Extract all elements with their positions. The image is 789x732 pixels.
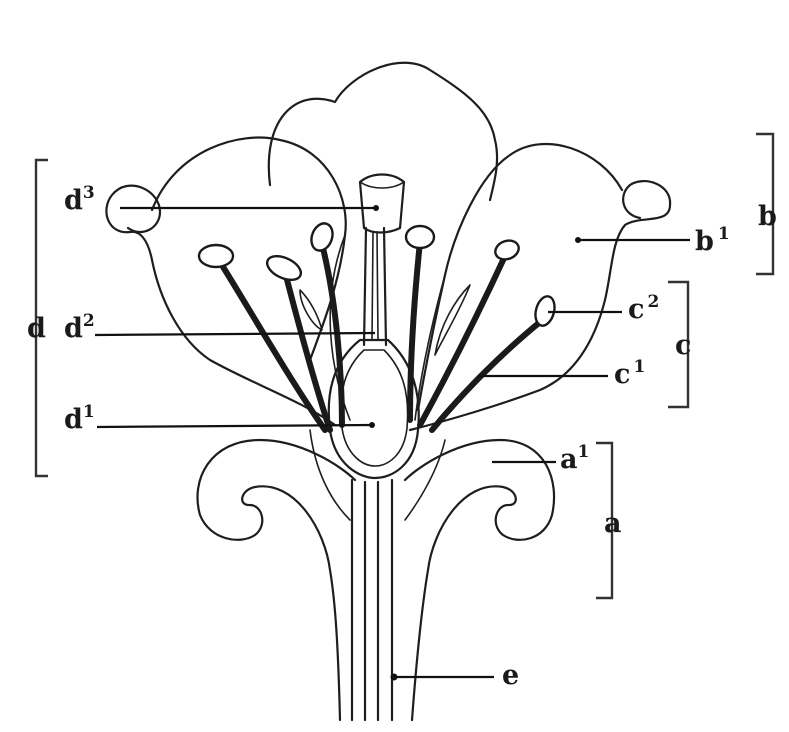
filament-1 [217, 259, 328, 433]
bracket-b [756, 132, 775, 276]
leader-b1-dot [575, 237, 581, 243]
filament-2 [282, 269, 333, 433]
leader-lines [94, 205, 690, 681]
leader-d2 [94, 331, 376, 337]
stigma-top [359, 181, 405, 189]
label-d2: d2 [64, 311, 95, 344]
leader-d3-dot [373, 205, 379, 211]
pedicel [350, 478, 394, 722]
leader-e-dot [390, 673, 398, 681]
label-c: c [675, 330, 691, 361]
ovary [327, 338, 420, 480]
pistil [327, 173, 420, 480]
filament-5 [417, 253, 508, 428]
anther-1 [197, 243, 235, 269]
label-a1: a1 [560, 442, 589, 475]
anther-6 [534, 295, 556, 327]
petal-right [408, 142, 672, 432]
label-d1: d1 [64, 402, 95, 435]
sepal-inner-left [309, 429, 351, 521]
leader-d1 [96, 423, 373, 429]
label-d: d [27, 313, 46, 344]
label-b: b [758, 201, 777, 232]
filament-4 [407, 239, 423, 423]
sepal-inner-right [404, 439, 446, 521]
label-d3: d3 [64, 183, 95, 216]
anther-5 [494, 239, 520, 261]
anther-4 [404, 224, 436, 250]
petal-shade-left [299, 289, 323, 331]
label-e: e [502, 660, 519, 691]
anther-3 [310, 222, 334, 252]
filament-3 [319, 241, 345, 428]
filament-6 [429, 315, 548, 433]
ovary-inner [340, 349, 409, 467]
sepal-left [196, 438, 357, 722]
stigma [358, 173, 406, 234]
bracket-a [596, 441, 614, 600]
petal-left [105, 136, 347, 427]
petal-fold-right [414, 274, 446, 421]
petal-shade-right [434, 284, 471, 356]
style-inner [371, 231, 379, 341]
style [362, 226, 388, 347]
leader-d1-dot [369, 422, 375, 428]
bracket-d [34, 158, 48, 478]
bracket-c [668, 280, 690, 409]
petal-back [267, 61, 499, 202]
stamens [197, 222, 556, 433]
label-a: a [604, 508, 622, 539]
sepal-right [403, 438, 556, 722]
sepals [196, 429, 556, 722]
brackets [34, 132, 775, 600]
anther-2 [265, 254, 303, 282]
